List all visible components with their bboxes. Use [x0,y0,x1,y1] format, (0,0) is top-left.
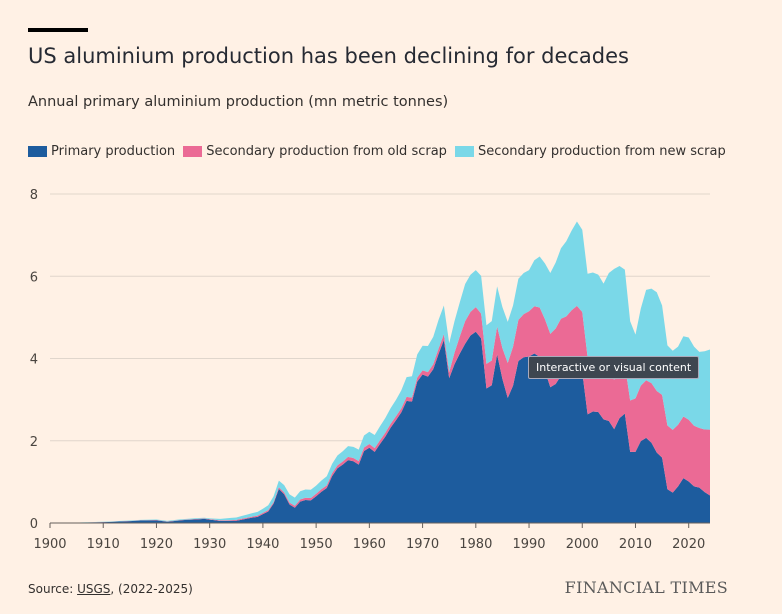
chart-subtitle: Annual primary aluminium production (mn … [28,94,449,110]
x-tick-label: 1900 [33,537,66,552]
y-axis: 0 2 4 6 8 [30,188,38,532]
legend-item-new-scrap[interactable]: Secondary production from new scrap [454,143,726,159]
legend-swatch-primary [28,145,47,157]
x-tick-label: 2010 [619,537,652,552]
y-tick-label: 2 [30,435,38,450]
source-prefix: Source: [28,582,78,596]
legend-item-old-scrap[interactable]: Secondary production from old scrap [183,144,447,159]
ft-top-bar [28,28,88,32]
area-series-0 [50,331,710,523]
legend-label-old-scrap: Secondary production from old scrap [206,143,447,159]
x-tick-label: 2020 [672,537,705,552]
y-tick-label: 4 [30,353,38,368]
x-tick-label: 1920 [140,537,173,552]
x-tick-label: 1980 [459,537,492,552]
ft-brand-logo: FINANCIAL TIMES [564,578,728,597]
legend-swatch-old-scrap [183,145,203,157]
y-tick-label: 0 [30,517,38,532]
x-tick-label: 1930 [193,537,226,552]
x-axis: 1900 1910 1920 1930 1940 1950 1960 1970 1980 1990… [33,522,710,552]
x-tick-label: 1910 [87,537,120,552]
legend-label-primary: Primary production [51,143,176,159]
x-tick-label: 1950 [300,537,333,552]
y-tick-label: 6 [30,270,38,285]
x-tick-label: 1970 [406,537,439,552]
legend-swatch-new-scrap [454,145,474,157]
legend-label-new-scrap: Secondary production from new scrap [477,143,726,159]
area-series-2 [50,221,710,523]
x-tick-label: 1940 [246,537,279,552]
x-tick-label: 2000 [566,537,599,552]
source-suffix: , (2022-2025) [110,582,193,596]
legend: Primary production Secondary production … [28,142,734,160]
chart-title: US aluminium production has been declini… [28,44,629,68]
x-tick-label: 1990 [512,537,545,552]
source-note: Source: USGS, (2022-2025) [28,582,193,596]
interactive-tooltip: Interactive or visual content [528,356,700,379]
x-tick-label: 1960 [353,537,386,552]
source-link[interactable]: USGS [77,582,111,596]
legend-item-primary[interactable]: Primary production [28,144,175,159]
y-tick-label: 8 [30,188,38,203]
